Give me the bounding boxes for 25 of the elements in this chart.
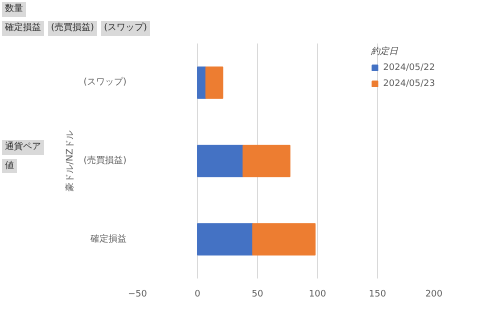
y-tick-label: 確定損益 [90,233,126,244]
x-tick-label: 50 [252,289,264,300]
x-tick-label: 0 [194,289,201,300]
x-tick-label: 200 [425,289,443,300]
bar [205,66,224,99]
text: 通貨ペア [5,140,41,154]
y-tick-label: (売買損益) [83,154,127,166]
text: (売買損益) [51,22,94,35]
y-axis-title: 豪ドル/NZドル [64,130,76,192]
bar [252,222,316,256]
x-tick-label: 150 [368,289,386,300]
text: 値 [5,160,14,172]
bar [197,66,206,99]
bar [197,222,254,256]
x-tick-label: −50 [128,289,148,300]
text: (スワップ) [104,22,148,35]
text: 数量 [5,3,23,16]
legend-title: 約定日 [371,46,400,58]
x-tick-label: 100 [308,289,326,300]
legend-label: 2024/05/22 [383,62,435,73]
bar [242,144,290,177]
bar [197,144,244,177]
y-tick-label: (スワップ) [83,76,127,88]
text: 確定損益 [5,22,41,35]
legend-label: 2024/05/23 [383,78,435,89]
